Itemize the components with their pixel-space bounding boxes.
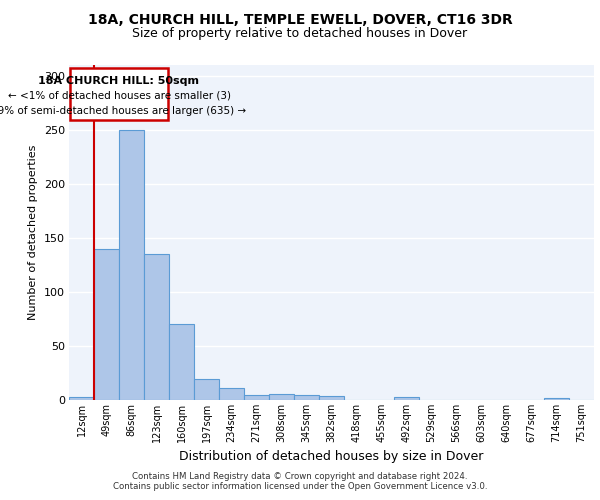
Text: 18A CHURCH HILL: 50sqm: 18A CHURCH HILL: 50sqm xyxy=(38,76,199,86)
Text: 99% of semi-detached houses are larger (635) →: 99% of semi-detached houses are larger (… xyxy=(0,106,247,116)
Text: Contains HM Land Registry data © Crown copyright and database right 2024.: Contains HM Land Registry data © Crown c… xyxy=(132,472,468,481)
FancyBboxPatch shape xyxy=(70,68,168,120)
Bar xyxy=(69,397,94,400)
Bar xyxy=(244,394,269,400)
Bar xyxy=(219,388,244,400)
Bar xyxy=(94,248,119,400)
Bar xyxy=(319,396,344,400)
Text: Size of property relative to detached houses in Dover: Size of property relative to detached ho… xyxy=(133,28,467,40)
X-axis label: Distribution of detached houses by size in Dover: Distribution of detached houses by size … xyxy=(179,450,484,464)
Bar xyxy=(544,398,569,400)
Bar xyxy=(169,324,194,400)
Text: 18A, CHURCH HILL, TEMPLE EWELL, DOVER, CT16 3DR: 18A, CHURCH HILL, TEMPLE EWELL, DOVER, C… xyxy=(88,12,512,26)
Bar xyxy=(144,254,169,400)
Bar xyxy=(394,397,419,400)
Y-axis label: Number of detached properties: Number of detached properties xyxy=(28,145,38,320)
Text: ← <1% of detached houses are smaller (3): ← <1% of detached houses are smaller (3) xyxy=(7,90,230,101)
Bar xyxy=(269,394,294,400)
Bar xyxy=(119,130,144,400)
Bar xyxy=(194,380,219,400)
Text: Contains public sector information licensed under the Open Government Licence v3: Contains public sector information licen… xyxy=(113,482,487,491)
Bar xyxy=(294,394,319,400)
